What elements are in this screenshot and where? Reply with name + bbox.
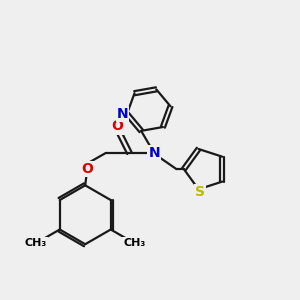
Text: CH₃: CH₃ [25,238,47,248]
Text: CH₃: CH₃ [123,238,146,248]
Text: S: S [195,185,205,199]
Text: O: O [81,162,93,176]
Text: O: O [112,119,124,134]
Text: N: N [117,107,128,121]
Text: N: N [148,146,160,160]
